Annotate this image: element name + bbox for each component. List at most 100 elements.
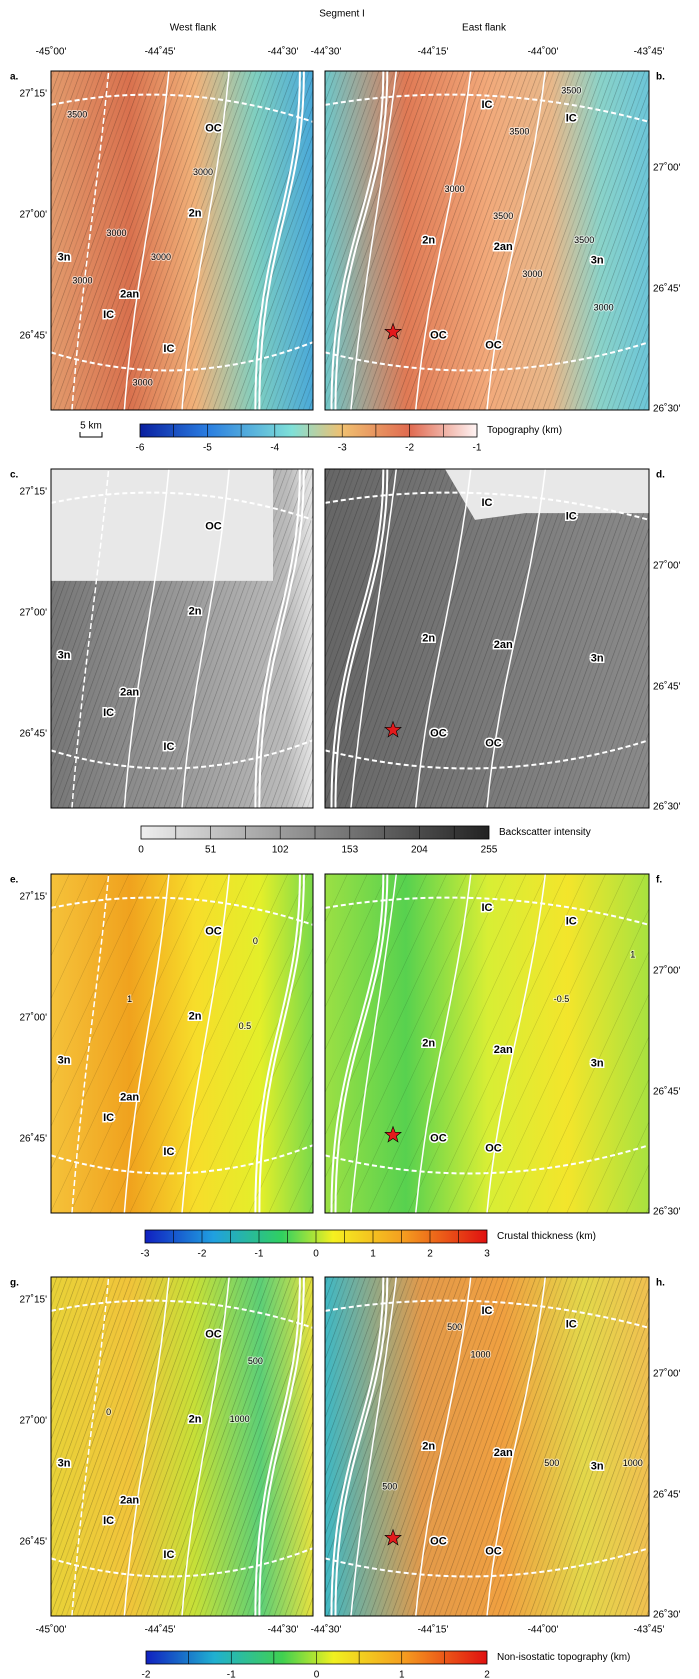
y-axis-label: 27˚00' [653,162,681,174]
x-axis-label: -45˚00' [36,1624,67,1636]
y-axis-label: 27˚00' [653,560,681,572]
y-axis-label: 27˚00' [653,965,681,977]
y-axis-label: 27˚00' [20,607,48,619]
contour-label: 3000 [151,252,171,262]
panel-letter: d. [656,470,665,481]
contour-label: 3000 [445,184,465,194]
contour-label: 0.5 [239,1021,252,1031]
colorbar-tick-label: 153 [341,845,358,856]
y-axis-label: 26˚45' [20,1536,48,1548]
contour-label: 3500 [561,86,581,96]
map-annotation: 2n [189,1010,202,1022]
colorbar-tick-label: -2 [198,1249,207,1260]
map-annotation: OC [205,926,222,938]
map-annotation: 2an [120,687,139,699]
map-annotation: IC [566,112,577,124]
contour-label: 3000 [106,228,126,238]
panel-letter: g. [10,1278,19,1289]
map-annotation: IC [103,1112,114,1124]
x-axis-label: -44˚15' [418,1624,449,1636]
x-axis-label: -43˚45' [634,1624,665,1636]
colorbar-title: Crustal thickness (km) [497,1231,596,1242]
colorbar-tick-label: -2 [142,1670,151,1679]
map-annotation: IC [566,915,577,927]
map-annotation: IC [163,1549,174,1561]
scale-bar [80,432,102,437]
x-axis-label: -44˚45' [145,46,176,58]
map-annotation: OC [430,329,447,341]
map-annotation: IC [566,1318,577,1330]
y-axis-label: 26˚45' [20,728,48,740]
y-axis-label: 27˚15' [20,1294,48,1306]
contour-label: 3000 [72,276,92,286]
panel-letter: h. [656,1278,665,1289]
x-axis-label: -44˚45' [145,1624,176,1636]
map-panel: ICICOCOC2n2an3n50010005005001000 [325,1277,649,1616]
contour-label: 500 [382,1482,397,1492]
panel-letter: a. [10,72,19,83]
colorbar-title: Non-isostatic topography (km) [497,1652,630,1663]
colorbar-tick-label: 102 [272,845,289,856]
colorbar-title: Backscatter intensity [499,827,591,838]
figure: Segment I West flank East flank -45˚00'-… [0,0,699,1679]
map-annotation: OC [205,123,222,135]
contour-label: 3500 [493,211,513,221]
map-annotation: OC [485,1142,502,1154]
map-annotation: IC [482,1305,493,1317]
map-annotation: 3n [58,1457,71,1469]
map-annotation: IC [482,99,493,111]
y-axis-label: 26˚45' [20,1133,48,1145]
colorbar-tick-label: 1 [399,1670,405,1679]
y-axis-label: 27˚00' [20,209,48,221]
contour-label: 1000 [623,1458,643,1468]
colorbar-tick-label: 3 [484,1249,490,1260]
colorbar-tick-label: -2 [405,443,414,454]
x-axis-label: -43˚45' [634,46,665,58]
map-annotation: 2n [422,1037,435,1049]
contour-label: 500 [544,1458,559,1468]
map-annotation: 3n [591,1461,604,1473]
contour-label: 3000 [594,303,614,313]
y-axis-label: 27˚00' [20,1415,48,1427]
panel-letter: b. [656,72,665,83]
y-axis-label: 26˚45' [653,681,681,693]
contour-label: 3500 [574,235,594,245]
y-axis-label: 27˚00' [20,1012,48,1024]
map-annotation: 3n [591,255,604,267]
y-axis-label: 27˚15' [20,891,48,903]
colorbar-tick-label: 51 [205,845,217,856]
colorbar-tick-label: -5 [203,443,212,454]
colorbar-tick-label: 1 [370,1249,376,1260]
map-annotation: OC [205,521,222,533]
map-annotation: 2n [189,605,202,617]
map-annotation: 3n [591,1058,604,1070]
map-annotation: IC [163,741,174,753]
colorbar-tick-label: -3 [141,1249,150,1260]
colorbar-tick-label: 0 [313,1249,319,1260]
y-axis-label: 26˚45' [653,283,681,295]
map-annotation: OC [430,1535,447,1547]
colorbar-tick-label: 2 [427,1249,433,1260]
colorbar-tick-label: -3 [338,443,347,454]
map-annotation: OC [485,737,502,749]
panel-letter: f. [656,875,662,886]
contour-label: 3500 [509,126,529,136]
map-annotation: 2n [422,234,435,246]
map-annotation: 2an [120,1495,139,1507]
colorbar-tick-label: -4 [270,443,279,454]
map-annotation: 2an [494,241,513,253]
map-panel: OCICIC3n2an2n100.5 [51,874,313,1213]
contour-label: 1000 [471,1349,491,1359]
no-data [445,469,649,520]
x-axis-label: -44˚00' [528,1624,559,1636]
x-axis-label: -45˚00' [36,46,67,58]
west-flank-label: West flank [170,23,217,34]
map-texture [325,1277,649,1616]
colorbar-tick-label: -6 [136,443,145,454]
map-panel: OCICIC3n2an2n350030003000300030003000 [51,71,313,410]
colorbar-tick-label: -1 [473,443,482,454]
map-annotation: IC [103,309,114,321]
